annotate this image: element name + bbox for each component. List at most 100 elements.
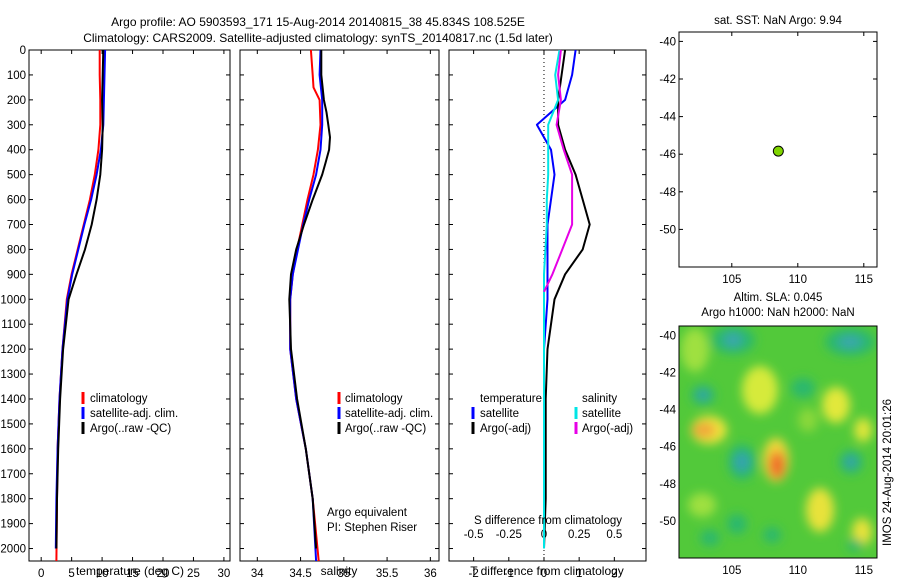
- y-tick-label: 1100: [1, 319, 26, 331]
- x-tick-label: 0: [38, 568, 44, 580]
- x-tick-label: 20: [157, 568, 170, 580]
- s-tick-label: -0.5: [464, 529, 484, 541]
- legend-label-argo: Argo(..raw -QC): [90, 423, 171, 435]
- salinity-panel-frame: [239, 49, 440, 562]
- sla-heatmap: [679, 326, 877, 558]
- y-tick-label: 300: [7, 120, 26, 132]
- legend-label-temp-satellite: satellite: [480, 408, 519, 420]
- s-tick-label: 0.25: [568, 529, 590, 541]
- legend-header-salinity: salinity: [582, 393, 617, 405]
- map-y-tick-label: -48: [659, 479, 676, 491]
- map-y-tick-label: -42: [659, 74, 676, 86]
- argo-position-marker: [772, 145, 784, 157]
- y-tick-label: 900: [7, 269, 26, 281]
- temperature-xlabel: temperature (deg C): [76, 564, 184, 578]
- sst-map-frame: [678, 31, 878, 268]
- legend-label-sal-satellite: satellite: [582, 408, 621, 420]
- x-tick-label: 34: [251, 568, 264, 580]
- s-difference-label: S difference from climatology: [474, 515, 622, 527]
- map-y-tick-label: -46: [659, 442, 676, 454]
- x-tick-label: 35: [337, 568, 350, 580]
- legend-label-sal-argo: Argo(-adj): [582, 423, 633, 435]
- y-tick-label: 1000: [0, 294, 26, 306]
- difference-xlabel: T difference from climatology: [470, 564, 624, 578]
- map-y-tick-label: -40: [659, 330, 676, 342]
- y-tick-label: 2000: [0, 544, 26, 556]
- map-x-tick-label: 115: [855, 565, 873, 577]
- x-tick-label: 35.5: [376, 568, 398, 580]
- y-tick-label: 700: [7, 219, 26, 231]
- watermark: IMOS 24-Aug-2014 20:01:26: [882, 399, 894, 546]
- y-tick-label: 400: [7, 145, 26, 157]
- temperature-panel-frame: [28, 49, 231, 562]
- chart-series: [54, 49, 784, 562]
- map-y-tick-label: -50: [659, 516, 676, 528]
- x-tick-label: -1: [504, 568, 514, 580]
- sla-map-title-1: Altim. SLA: 0.045: [734, 292, 823, 304]
- series-line-climatology: [289, 49, 322, 562]
- y-tick-label: 500: [7, 170, 26, 182]
- y-tick-label: 200: [7, 95, 26, 107]
- x-tick-label: 34.5: [289, 568, 311, 580]
- map-x-tick-label: 110: [789, 274, 807, 286]
- x-tick-label: 10: [96, 568, 109, 580]
- difference-legend: temperature satellite Argo(-adj) salinit…: [471, 393, 633, 527]
- sst-map-title: sat. SST: NaN Argo: 9.94: [714, 15, 842, 27]
- legend-label-temp-argo: Argo(-adj): [480, 423, 531, 435]
- series-line-argo-raw-qc-: [288, 50, 331, 549]
- difference-panel-frame: [448, 49, 647, 562]
- title-line-2: Climatology: CARS2009. Satellite-adjuste…: [83, 31, 553, 45]
- temperature-legend: climatology satellite-adj. clim. Argo(..…: [81, 392, 178, 435]
- y-tick-label: 1600: [0, 444, 26, 456]
- y-tick-label: 1800: [0, 494, 26, 506]
- y-tick-label: 1300: [0, 369, 26, 381]
- series-line-satellite-adj-clim-: [54, 49, 107, 549]
- series-line-temperature-argo-adj-: [543, 49, 591, 549]
- title-line-1: Argo profile: AO 5903593_171 15-Aug-2014…: [111, 15, 525, 29]
- map-y-tick-label: -42: [659, 367, 676, 379]
- map-y-tick-label: -44: [659, 112, 676, 124]
- y-tick-label: 100: [7, 70, 26, 82]
- s-tick-label: -0.25: [496, 529, 522, 541]
- series-line-climatology: [55, 50, 102, 562]
- salinity-legend: climatology satellite-adj. clim. Argo(..…: [327, 392, 433, 534]
- series-line-argo-raw-qc-: [55, 49, 105, 549]
- x-tick-label: 30: [218, 568, 231, 580]
- map-x-tick-label: 115: [855, 274, 873, 286]
- s-tick-label: 0.5: [606, 529, 622, 541]
- x-tick-label: 36: [424, 568, 437, 580]
- series-line-salinity-satellite: [543, 49, 561, 549]
- sla-blobs: [681, 326, 875, 551]
- map-y-tick-label: -46: [659, 149, 676, 161]
- x-tick-label: 15: [126, 568, 139, 580]
- x-tick-label: -2: [469, 568, 479, 580]
- y-tick-label: 1400: [0, 394, 26, 406]
- sla-map-title-2: Argo h1000: NaN h2000: NaN: [701, 307, 854, 319]
- y-tick-label: 1900: [0, 519, 26, 531]
- x-tick-label: 5: [68, 568, 74, 580]
- legend-header-temperature: temperature: [480, 393, 542, 405]
- annotation-argo-equivalent: Argo equivalent: [327, 507, 408, 519]
- x-tick-label: 25: [187, 568, 200, 580]
- salinity-xlabel: salinity: [321, 564, 358, 578]
- map-x-tick-label: 110: [789, 565, 807, 577]
- map-y-tick-label: -48: [659, 187, 676, 199]
- y-tick-label: 600: [7, 195, 26, 207]
- legend-label-climatology: climatology: [90, 393, 148, 405]
- y-tick-label: 800: [7, 244, 26, 256]
- series-line-salinity-argo-adj-: [543, 49, 574, 293]
- y-tick-label: 1500: [0, 419, 26, 431]
- series-line-satellite-adj-clim-: [289, 49, 324, 562]
- legend-label-satellite: satellite-adj. clim.: [90, 408, 178, 420]
- x-tick-label: 0: [541, 568, 547, 580]
- map-y-tick-label: -44: [659, 405, 676, 417]
- map-x-tick-label: 105: [722, 565, 741, 577]
- x-tick-label: 1: [576, 568, 582, 580]
- map-x-tick-label: 105: [722, 274, 741, 286]
- y-tick-label: 0: [20, 45, 26, 57]
- y-tick-label: 1700: [0, 469, 26, 481]
- legend-label-climatology: climatology: [345, 393, 403, 405]
- map-y-tick-label: -40: [659, 36, 676, 48]
- x-tick-label: 2: [611, 568, 617, 580]
